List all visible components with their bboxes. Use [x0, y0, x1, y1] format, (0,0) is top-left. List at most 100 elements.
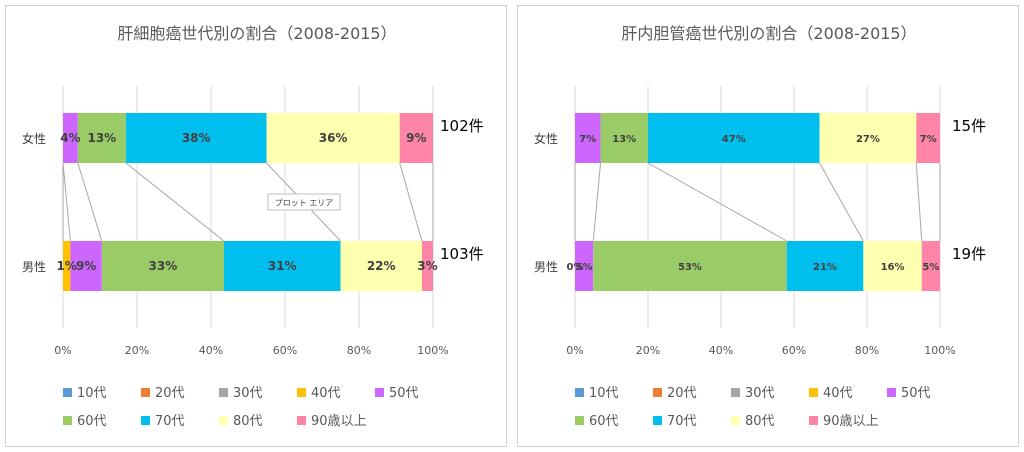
- bar-segment: [600, 113, 648, 163]
- legend-label: 10代: [589, 386, 619, 401]
- count-label: 103件: [440, 245, 484, 263]
- chart-panel-hcc: 肝細胞癌世代別の割合（2008-2015） 0% 20% 40% 60% 80% 100% 女…: [5, 5, 507, 447]
- chart-svg: 肝内胆管癌世代別の割合（2008-2015） 0% 20% 40% 60% 80% 100%…: [534, 24, 986, 429]
- x-tick-label: 100%: [924, 344, 955, 357]
- chart-title: 肝細胞癌世代別の割合（2008-2015）: [117, 24, 396, 43]
- data-label: 53%: [678, 262, 702, 273]
- data-label: 4%: [60, 131, 80, 145]
- x-tick-label: 20%: [125, 344, 149, 357]
- chart-panel-icc: 肝内胆管癌世代別の割合（2008-2015） 0% 20% 40% 60% 80% 100%…: [517, 5, 1019, 447]
- series-line: [647, 162, 787, 242]
- legend-label: 80代: [233, 414, 263, 429]
- legend-swatch: [375, 388, 384, 397]
- legend-swatch: [297, 416, 306, 425]
- chart-svg: 肝細胞癌世代別の割合（2008-2015） 0% 20% 40% 60% 80% 100% 女…: [22, 24, 484, 429]
- series-line: [125, 162, 225, 242]
- legend-item: 20代: [653, 386, 697, 401]
- legend-label: 10代: [77, 386, 107, 401]
- x-tick-label: 0%: [566, 344, 583, 357]
- data-label: 3%: [417, 259, 437, 273]
- legend-label: 30代: [233, 386, 263, 401]
- legend-swatch: [653, 388, 662, 397]
- bar-segment: [340, 241, 422, 291]
- category-label: 女性: [22, 131, 46, 146]
- bar-segment: [63, 113, 78, 163]
- legend-item: 50代: [887, 386, 931, 401]
- legend-swatch: [653, 416, 662, 425]
- data-label: 47%: [722, 134, 746, 145]
- legend-swatch: [297, 388, 306, 397]
- bar-segment: [421, 241, 433, 291]
- bar-segment: [593, 241, 787, 291]
- legend-label: 20代: [667, 386, 697, 401]
- data-label: 9%: [76, 259, 96, 273]
- bar-segment: [70, 241, 102, 291]
- series-line: [915, 162, 923, 242]
- plot-area-tooltip: プロット エリア: [267, 193, 341, 211]
- bar-segment: [648, 113, 820, 163]
- legend-label: 50代: [389, 386, 419, 401]
- legend-item: 40代: [809, 386, 853, 401]
- bar-segment: [575, 113, 601, 163]
- data-label: 9%: [406, 131, 426, 145]
- x-tick-label: 60%: [273, 344, 297, 357]
- data-label: 33%: [149, 259, 178, 273]
- data-label: 13%: [612, 134, 636, 145]
- data-label: 31%: [268, 259, 297, 273]
- series-line: [399, 162, 423, 242]
- legend-swatch: [63, 416, 72, 425]
- series-line: [592, 162, 602, 242]
- legend-label: 30代: [745, 386, 775, 401]
- legend-swatch: [141, 388, 150, 397]
- bar-segment: [921, 241, 940, 291]
- bar-segment: [863, 241, 922, 291]
- bar-segment: [786, 241, 864, 291]
- series-line: [77, 162, 103, 242]
- legend-label: 70代: [667, 414, 697, 429]
- legend-swatch: [731, 388, 740, 397]
- legend-label: 80代: [745, 414, 775, 429]
- legend-item: 40代: [297, 386, 341, 401]
- data-label: 13%: [87, 131, 116, 145]
- data-label: 36%: [319, 131, 348, 145]
- series-line: [819, 162, 864, 242]
- x-tick-label: 40%: [709, 344, 733, 357]
- legend-item: 90歳以上: [809, 414, 879, 429]
- legend-label: 70代: [155, 414, 185, 429]
- data-label: 1%: [57, 259, 77, 273]
- legend-item: 70代: [141, 414, 185, 429]
- legend-swatch: [575, 416, 584, 425]
- legend-label: 60代: [589, 414, 619, 429]
- tooltip-text: プロット エリア: [275, 199, 334, 208]
- legend-item: 30代: [219, 386, 263, 401]
- legend-item: 50代: [375, 386, 419, 401]
- bar-segment: [575, 241, 594, 291]
- x-tick-label: 60%: [782, 344, 806, 357]
- legend-swatch: [141, 416, 150, 425]
- count-label: 102件: [440, 117, 484, 135]
- data-label: 7%: [579, 134, 596, 145]
- bar-segment: [399, 113, 433, 163]
- legend-item: 70代: [653, 414, 697, 429]
- data-label: 38%: [182, 131, 211, 145]
- legend-swatch: [809, 388, 818, 397]
- legend-item: 20代: [141, 386, 185, 401]
- bar-segment: [916, 113, 940, 163]
- legend-swatch: [63, 388, 72, 397]
- data-label: 21%: [813, 262, 837, 273]
- category-label: 男性: [534, 260, 558, 274]
- legend-label: 90歳以上: [311, 414, 367, 429]
- legend-swatch: [809, 416, 818, 425]
- legend-swatch: [731, 416, 740, 425]
- x-tick-label: 100%: [417, 344, 448, 357]
- data-label: 27%: [856, 134, 880, 145]
- legend-label: 50代: [901, 386, 931, 401]
- data-label: 16%: [881, 262, 905, 273]
- bar-segment: [101, 241, 224, 291]
- legend-label: 20代: [155, 386, 185, 401]
- x-tick-label: 80%: [855, 344, 879, 357]
- chart-title: 肝内胆管癌世代別の割合（2008-2015）: [621, 24, 916, 43]
- legend-label: 40代: [311, 386, 341, 401]
- legend-label: 90歳以上: [823, 414, 879, 429]
- legend: 10代 20代 30代 40代 50代 60代 70代 80代 90歳以上: [63, 386, 419, 429]
